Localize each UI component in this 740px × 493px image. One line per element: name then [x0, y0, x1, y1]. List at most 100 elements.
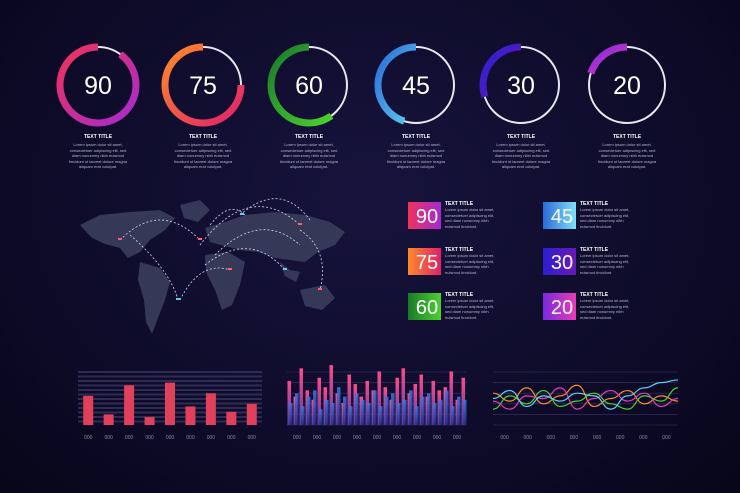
column-secondary — [397, 402, 401, 425]
column-secondary — [373, 390, 377, 425]
tile-title: TEXT TITLE — [580, 247, 609, 253]
column — [377, 371, 381, 425]
gauge-title: TEXT TITLE — [612, 134, 642, 140]
column-secondary — [385, 396, 389, 425]
column-secondary — [349, 406, 353, 425]
gauge-arc — [374, 43, 417, 125]
gauge-title: TEXT TITLE — [506, 134, 536, 140]
x-label: 000 — [104, 435, 113, 441]
x-label: 000 — [393, 435, 402, 441]
column-secondary — [391, 393, 395, 425]
bar — [103, 414, 114, 425]
line-series — [492, 387, 679, 410]
column-secondary — [301, 406, 305, 425]
column-secondary — [361, 399, 365, 425]
gauge-text: Lorem ipsum dolor sit amet, consectetuer… — [491, 142, 551, 169]
column-secondary — [421, 396, 425, 425]
column-secondary — [445, 390, 449, 425]
gauge-text: Lorem ipsum dolor sit amet, consectetuer… — [386, 142, 446, 169]
gauge-value: 60 — [295, 72, 323, 100]
gauge-text: Lorem ipsum dolor sit amet, consectetuer… — [173, 142, 233, 169]
gauge-value: 30 — [507, 72, 535, 100]
gauge-arc — [161, 43, 245, 127]
x-label: 000 — [166, 435, 175, 441]
column-secondary — [379, 406, 383, 425]
column — [413, 384, 417, 425]
tile-title: TEXT TITLE — [445, 201, 474, 207]
column-secondary — [307, 396, 311, 425]
x-label: 000 — [333, 435, 342, 441]
column-secondary — [457, 396, 461, 425]
column-secondary — [427, 393, 431, 425]
x-label: 000 — [453, 435, 462, 441]
bar — [185, 406, 196, 425]
tile-text: Lorem ipsum dolor sit amet, consectetuer… — [445, 298, 495, 320]
x-label: 000 — [373, 435, 382, 441]
column-secondary — [403, 399, 407, 425]
gauge-text: Lorem ipsum dolor sit amet, consectetuer… — [279, 142, 339, 169]
tile-title: TEXT TITLE — [580, 201, 609, 207]
tile — [408, 248, 441, 275]
line-series — [492, 384, 679, 408]
x-label: 000 — [500, 435, 509, 441]
column — [395, 377, 399, 425]
column — [449, 371, 453, 425]
column-secondary — [319, 409, 323, 425]
tile-value: 45 — [551, 206, 573, 228]
tile — [543, 293, 576, 320]
x-label: 000 — [524, 435, 533, 441]
x-label: 000 — [125, 435, 134, 441]
tile-text: Lorem ipsum dolor sit amet, consectetuer… — [445, 253, 495, 275]
x-label: 000 — [662, 435, 671, 441]
column-secondary — [367, 402, 371, 425]
column-secondary — [433, 402, 437, 425]
x-label: 000 — [570, 435, 579, 441]
column-secondary — [451, 406, 455, 425]
x-label: 000 — [593, 435, 602, 441]
column-secondary — [355, 393, 359, 425]
world-map — [80, 200, 345, 334]
bar — [226, 411, 237, 425]
x-label: 000 — [313, 435, 322, 441]
x-label: 000 — [207, 435, 216, 441]
column-secondary — [409, 390, 413, 425]
gauge-value: 45 — [402, 72, 430, 100]
gauge-arc — [587, 43, 628, 75]
column-secondary — [295, 393, 299, 425]
tile-value: 90 — [416, 206, 438, 228]
tile-value: 30 — [551, 252, 573, 274]
tile-value: 60 — [416, 297, 438, 319]
column — [347, 374, 351, 425]
tile-title: TEXT TITLE — [580, 292, 609, 298]
tile-text: Lorem ipsum dolor sit amet, consectetuer… — [580, 253, 630, 275]
x-label: 000 — [248, 435, 257, 441]
gauge-title: TEXT TITLE — [188, 134, 218, 140]
x-label: 000 — [433, 435, 442, 441]
x-label: 000 — [353, 435, 362, 441]
x-label: 000 — [186, 435, 195, 441]
bar — [205, 393, 216, 425]
gauge-value: 90 — [84, 72, 112, 100]
bar — [165, 382, 175, 425]
map-routes — [119, 198, 323, 301]
gauge-title: TEXT TITLE — [83, 134, 113, 140]
column-secondary — [325, 399, 329, 425]
column-secondary — [343, 396, 347, 425]
gauge-arc — [267, 43, 334, 127]
x-label: 000 — [227, 435, 236, 441]
column-secondary — [331, 402, 335, 425]
x-label: 000 — [639, 435, 648, 441]
column-secondary — [463, 399, 467, 425]
tile — [408, 293, 441, 320]
column-secondary — [439, 399, 443, 425]
gauge-title: TEXT TITLE — [294, 134, 324, 140]
x-label: 000 — [293, 435, 302, 441]
gauge-title: TEXT TITLE — [401, 134, 431, 140]
x-label: 000 — [547, 435, 556, 441]
gauge-value: 20 — [613, 72, 641, 100]
map-markers — [118, 213, 322, 300]
tile — [408, 202, 441, 229]
bar — [83, 395, 94, 425]
